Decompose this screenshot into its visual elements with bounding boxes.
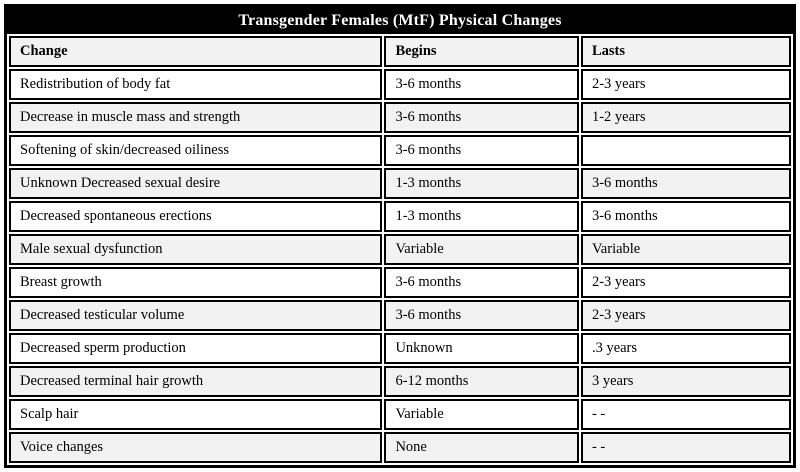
cell-begins: None <box>384 432 579 463</box>
cell-change: Redistribution of body fat <box>9 69 383 100</box>
column-header-lasts: Lasts <box>580 36 791 67</box>
table-title: Transgender Females (MtF) Physical Chang… <box>7 7 793 34</box>
cell-lasts: 2-3 years <box>580 300 791 331</box>
table-row: Scalp hair Variable - - <box>9 399 791 430</box>
table-row: Redistribution of body fat 3-6 months 2-… <box>9 69 791 100</box>
cell-lasts: 2-3 years <box>580 267 791 298</box>
cell-change: Unknown Decreased sexual desire <box>9 168 383 199</box>
header-row: Change Begins Lasts <box>9 36 791 67</box>
cell-change: Softening of skin/decreased oiliness <box>9 135 383 166</box>
table-row: Decreased sperm production Unknown .3 ye… <box>9 333 791 364</box>
table-row: Decreased spontaneous erections 1-3 mont… <box>9 201 791 232</box>
table-row: Voice changes None - - <box>9 432 791 463</box>
cell-begins: 3-6 months <box>384 267 579 298</box>
cell-lasts: Variable <box>580 234 791 265</box>
cell-lasts: - - <box>580 432 791 463</box>
cell-begins: Unknown <box>384 333 579 364</box>
cell-change: Male sexual dysfunction <box>9 234 383 265</box>
table-row: Softening of skin/decreased oiliness 3-6… <box>9 135 791 166</box>
cell-lasts: 2-3 years <box>580 69 791 100</box>
cell-change: Decrease in muscle mass and strength <box>9 102 383 133</box>
cell-change: Decreased spontaneous erections <box>9 201 383 232</box>
cell-lasts: .3 years <box>580 333 791 364</box>
cell-begins: 6-12 months <box>384 366 579 397</box>
cell-begins: 3-6 months <box>384 300 579 331</box>
cell-begins: 1-3 months <box>384 201 579 232</box>
cell-lasts <box>580 135 791 166</box>
cell-lasts: 3-6 months <box>580 168 791 199</box>
table-row: Unknown Decreased sexual desire 1-3 mont… <box>9 168 791 199</box>
cell-change: Decreased testicular volume <box>9 300 383 331</box>
cell-lasts: 3-6 months <box>580 201 791 232</box>
physical-changes-table: Transgender Females (MtF) Physical Chang… <box>4 4 796 468</box>
cell-begins: Variable <box>384 399 579 430</box>
column-header-begins: Begins <box>384 36 579 67</box>
cell-begins: Variable <box>384 234 579 265</box>
cell-change: Breast growth <box>9 267 383 298</box>
table-row: Decrease in muscle mass and strength 3-6… <box>9 102 791 133</box>
cell-begins: 3-6 months <box>384 69 579 100</box>
cell-change: Voice changes <box>9 432 383 463</box>
table-row: Decreased testicular volume 3-6 months 2… <box>9 300 791 331</box>
cell-change: Decreased terminal hair growth <box>9 366 383 397</box>
changes-data-table: Change Begins Lasts Redistribution of bo… <box>7 34 793 465</box>
table-row: Male sexual dysfunction Variable Variabl… <box>9 234 791 265</box>
cell-change: Decreased sperm production <box>9 333 383 364</box>
cell-begins: 1-3 months <box>384 168 579 199</box>
column-header-change: Change <box>9 36 383 67</box>
cell-change: Scalp hair <box>9 399 383 430</box>
cell-lasts: 1-2 years <box>580 102 791 133</box>
cell-begins: 3-6 months <box>384 102 579 133</box>
table-row: Breast growth 3-6 months 2-3 years <box>9 267 791 298</box>
cell-begins: 3-6 months <box>384 135 579 166</box>
table-row: Decreased terminal hair growth 6-12 mont… <box>9 366 791 397</box>
cell-lasts: - - <box>580 399 791 430</box>
cell-lasts: 3 years <box>580 366 791 397</box>
